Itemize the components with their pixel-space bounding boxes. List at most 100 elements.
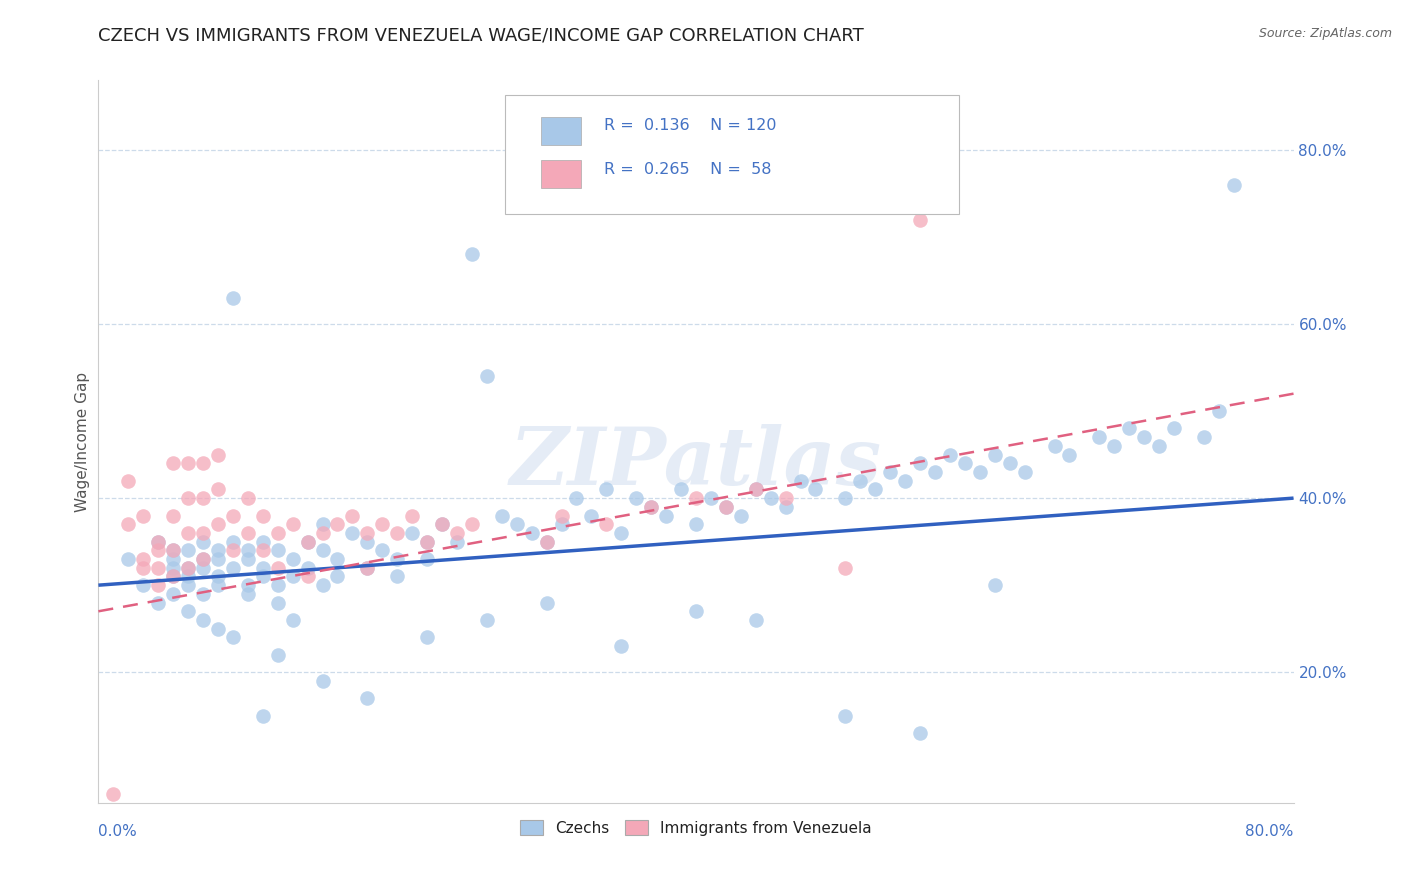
Point	[475, 369, 498, 384]
Point	[252, 508, 274, 523]
Point	[281, 613, 304, 627]
Point	[252, 534, 274, 549]
Point	[685, 491, 707, 505]
Point	[148, 534, 170, 549]
Text: 80.0%: 80.0%	[1246, 824, 1294, 839]
Text: ZIPatlas: ZIPatlas	[510, 425, 882, 502]
Point	[939, 448, 962, 462]
Point	[1088, 430, 1111, 444]
Point	[191, 491, 214, 505]
Point	[326, 552, 349, 566]
Point	[416, 631, 439, 645]
Point	[326, 569, 349, 583]
Point	[162, 587, 184, 601]
Point	[1118, 421, 1140, 435]
Point	[461, 247, 484, 261]
Point	[207, 448, 229, 462]
FancyBboxPatch shape	[541, 117, 582, 145]
Point	[356, 561, 378, 575]
Point	[1147, 439, 1170, 453]
Text: 0.0%: 0.0%	[98, 824, 138, 839]
Point	[401, 525, 423, 540]
Point	[222, 543, 245, 558]
Point	[685, 517, 707, 532]
Point	[416, 534, 439, 549]
Point	[297, 534, 319, 549]
Point	[207, 517, 229, 532]
Point	[252, 569, 274, 583]
Point	[342, 525, 364, 540]
Point	[595, 483, 617, 497]
Point	[536, 596, 558, 610]
Point	[1133, 430, 1156, 444]
Point	[834, 708, 856, 723]
Point	[311, 525, 333, 540]
Point	[222, 508, 245, 523]
Point	[565, 491, 588, 505]
Point	[236, 491, 259, 505]
Point	[969, 465, 991, 479]
Point	[207, 483, 229, 497]
Point	[191, 552, 214, 566]
Point	[685, 604, 707, 618]
Point	[416, 552, 439, 566]
Point	[401, 508, 423, 523]
Point	[610, 639, 633, 653]
Point	[148, 561, 170, 575]
Point	[998, 456, 1021, 470]
Point	[356, 561, 378, 575]
Point	[132, 508, 155, 523]
Point	[311, 543, 333, 558]
Point	[148, 596, 170, 610]
Point	[236, 552, 259, 566]
Point	[1163, 421, 1185, 435]
Point	[626, 491, 648, 505]
Point	[191, 534, 214, 549]
Point	[236, 587, 259, 601]
Text: Source: ZipAtlas.com: Source: ZipAtlas.com	[1258, 27, 1392, 40]
Point	[267, 648, 290, 662]
Point	[162, 552, 184, 566]
Point	[207, 569, 229, 583]
Point	[148, 543, 170, 558]
Point	[148, 578, 170, 592]
Point	[267, 596, 290, 610]
Point	[177, 569, 200, 583]
Point	[222, 561, 245, 575]
Point	[281, 552, 304, 566]
Point	[297, 534, 319, 549]
Point	[536, 534, 558, 549]
Point	[714, 500, 737, 514]
Point	[834, 491, 856, 505]
Point	[297, 569, 319, 583]
Point	[446, 534, 468, 549]
Point	[177, 525, 200, 540]
Point	[191, 456, 214, 470]
Point	[610, 525, 633, 540]
Point	[924, 465, 946, 479]
Point	[191, 561, 214, 575]
Point	[311, 673, 333, 688]
Point	[984, 578, 1007, 592]
Point	[162, 569, 184, 583]
Point	[191, 552, 214, 566]
Point	[132, 552, 155, 566]
Point	[908, 212, 931, 227]
Point	[148, 534, 170, 549]
Point	[177, 561, 200, 575]
Point	[342, 508, 364, 523]
Point	[236, 543, 259, 558]
Point	[356, 525, 378, 540]
Point	[281, 517, 304, 532]
Point	[177, 491, 200, 505]
Point	[865, 483, 887, 497]
Point	[595, 517, 617, 532]
Point	[207, 543, 229, 558]
Point	[162, 569, 184, 583]
Point	[475, 613, 498, 627]
Point	[117, 474, 139, 488]
Point	[191, 587, 214, 601]
Point	[1192, 430, 1215, 444]
Point	[745, 613, 768, 627]
Point	[297, 561, 319, 575]
